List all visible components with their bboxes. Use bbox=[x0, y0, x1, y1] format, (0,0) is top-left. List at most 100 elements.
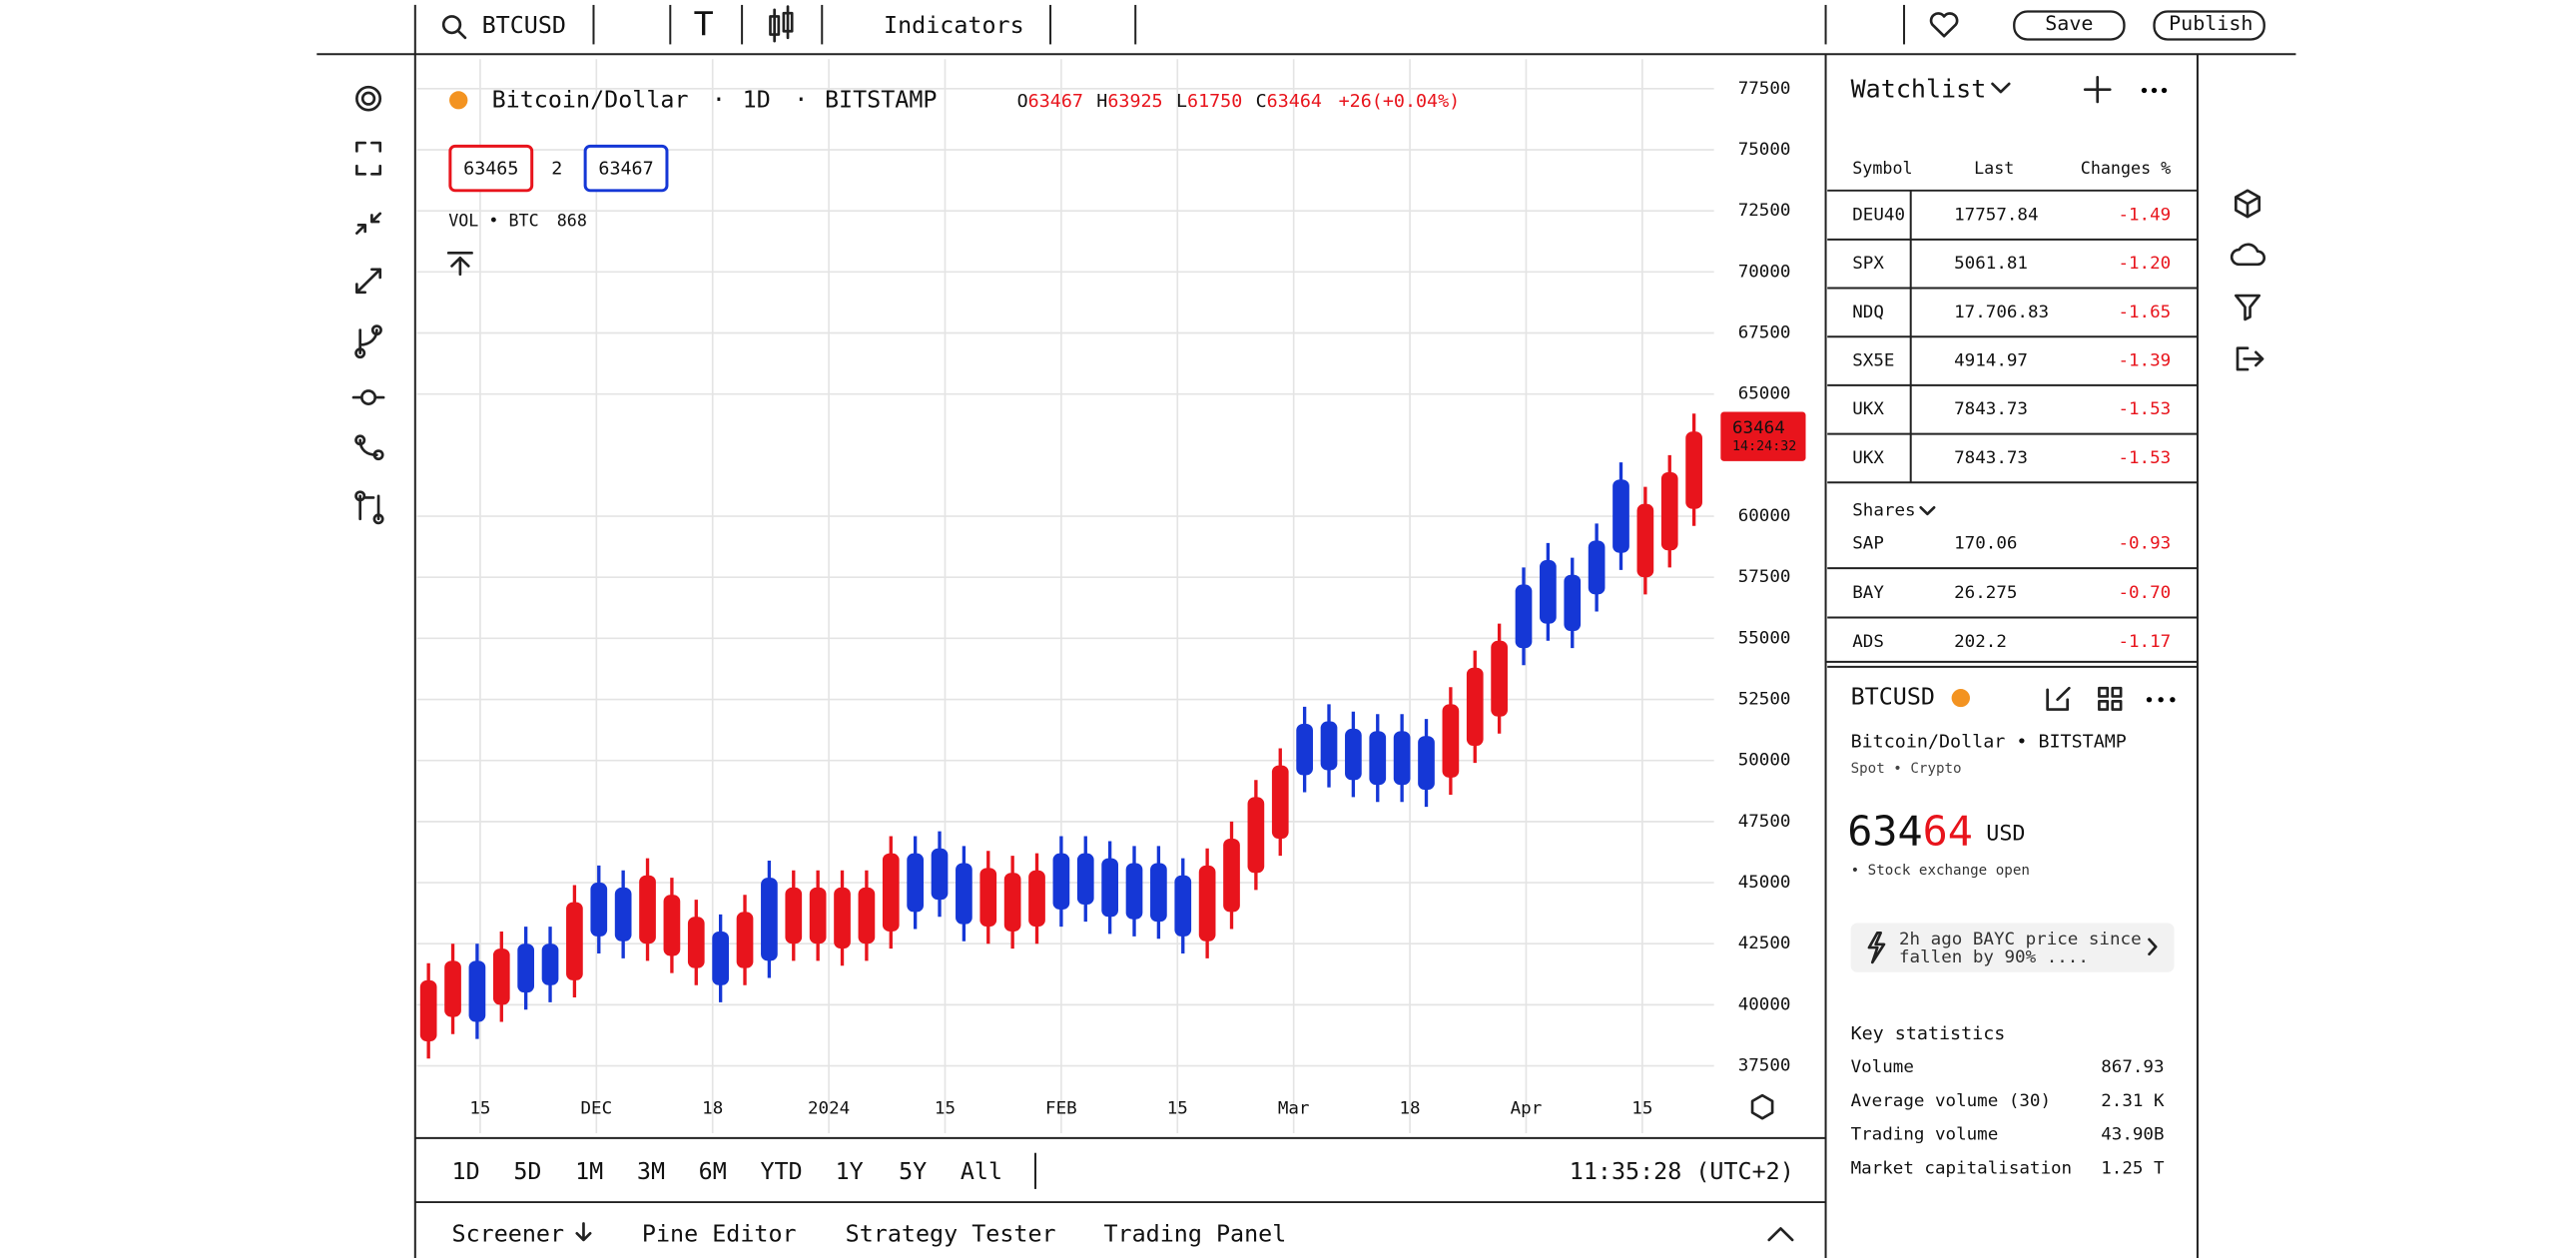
last-cell[interactable]: 202.2 bbox=[1954, 632, 2007, 652]
add-icon[interactable] bbox=[2083, 75, 2112, 104]
logout-icon[interactable] bbox=[2236, 346, 2264, 371]
change-cell[interactable]: -0.70 bbox=[2118, 583, 2171, 603]
x-tick-label: 18 bbox=[1400, 1098, 1421, 1118]
indicators-button[interactable]: Indicators bbox=[884, 12, 1024, 39]
symbol-cell[interactable]: SX5E bbox=[1852, 351, 1894, 371]
chevron-icon[interactable] bbox=[2148, 938, 2158, 956]
candle-body bbox=[712, 931, 730, 985]
timeframe-button[interactable]: 1Y bbox=[836, 1158, 864, 1185]
market-status: • Stock exchange open bbox=[1851, 863, 2030, 879]
ohlc-value: 63925 bbox=[1107, 91, 1162, 112]
watchlist: Watchlist Symbol Last Changes % DEU40 17757.… bbox=[1827, 75, 2198, 668]
timeframe-button[interactable]: YTD bbox=[760, 1158, 802, 1185]
cube-icon[interactable] bbox=[2235, 189, 2261, 219]
expand-tool[interactable] bbox=[355, 268, 382, 295]
last-cell[interactable]: 7843.73 bbox=[1954, 399, 2028, 419]
symbol-cell[interactable]: BAY bbox=[1852, 583, 1884, 603]
last-cell[interactable]: 4914.97 bbox=[1954, 351, 2028, 371]
change-cell[interactable]: -1.53 bbox=[2118, 399, 2171, 419]
buy-button[interactable] bbox=[583, 144, 669, 193]
price-tag-countdown: 14:24:32 bbox=[1732, 439, 1796, 454]
expand-panel[interactable] bbox=[1767, 1227, 1794, 1242]
text-tool[interactable]: T bbox=[694, 5, 714, 44]
change-cell[interactable]: -1.20 bbox=[2118, 254, 2171, 274]
shrink-tool[interactable] bbox=[355, 212, 382, 235]
change-cell[interactable]: -1.17 bbox=[2118, 632, 2171, 652]
volume-value: 868 bbox=[557, 212, 587, 231]
symbol-cell[interactable]: UKX bbox=[1852, 399, 1884, 419]
change-cell[interactable]: -1.53 bbox=[2118, 448, 2171, 468]
candle-type-icon[interactable] bbox=[769, 5, 794, 43]
last-cell[interactable]: 17757.84 bbox=[1954, 206, 2038, 226]
bottom-tab[interactable]: Strategy Tester bbox=[846, 1221, 1056, 1248]
sell-price[interactable]: 63465 bbox=[463, 159, 518, 180]
separator: · bbox=[794, 86, 808, 113]
arrow-down-icon[interactable] bbox=[575, 1222, 592, 1242]
candle-body bbox=[419, 979, 437, 1042]
timeframe-button[interactable]: 5D bbox=[513, 1158, 541, 1185]
favorite-icon[interactable] bbox=[1929, 12, 1959, 38]
dropdown-icon[interactable] bbox=[1919, 505, 1936, 516]
symbol-cell[interactable]: DEU40 bbox=[1852, 206, 1905, 226]
filter-icon[interactable] bbox=[2235, 294, 2261, 321]
change-cell[interactable]: -0.93 bbox=[2118, 534, 2171, 554]
timeframe-button[interactable]: 6M bbox=[699, 1158, 727, 1185]
symbol-cell[interactable]: NDQ bbox=[1852, 303, 1884, 322]
last-cell[interactable]: 5061.81 bbox=[1954, 254, 2028, 274]
news-line[interactable]: 2h ago BAYC price since bbox=[1899, 930, 2142, 949]
last-cell[interactable]: 17.706.83 bbox=[1954, 303, 2049, 322]
shares-label[interactable]: Shares bbox=[1852, 501, 1915, 521]
news-line[interactable]: fallen by 90% .... bbox=[1899, 947, 2089, 967]
collapse-icon[interactable] bbox=[446, 251, 473, 277]
bottom-tab[interactable]: Trading Panel bbox=[1103, 1221, 1286, 1248]
y-tick-label: 55000 bbox=[1738, 628, 1791, 648]
target-tool[interactable] bbox=[355, 85, 382, 112]
symbol-cell[interactable]: ADS bbox=[1852, 632, 1884, 652]
y-tick-label: 72500 bbox=[1738, 201, 1791, 221]
grid-icon[interactable] bbox=[2098, 686, 2123, 711]
last-cell[interactable]: 170.06 bbox=[1954, 534, 2017, 554]
candle-body bbox=[541, 944, 559, 985]
bottom-tab[interactable]: Pine Editor bbox=[642, 1221, 797, 1248]
candle-body bbox=[444, 960, 461, 1017]
change-cell[interactable]: -1.65 bbox=[2118, 303, 2171, 322]
bottom-tab[interactable]: Screener bbox=[452, 1221, 565, 1248]
node-tool[interactable] bbox=[351, 389, 385, 405]
last-cell[interactable]: 26.275 bbox=[1954, 583, 2017, 603]
symbol-cell[interactable]: UKX bbox=[1852, 448, 1884, 468]
symbol-cell[interactable]: SPX bbox=[1852, 254, 1884, 274]
x-tick-label: 15 bbox=[1167, 1098, 1188, 1118]
watchlist-title[interactable]: Watchlist bbox=[1851, 75, 1987, 104]
cloud-icon[interactable] bbox=[2230, 243, 2266, 267]
ohlc-label: O bbox=[1017, 91, 1028, 112]
news-card[interactable] bbox=[1850, 923, 2175, 972]
timeframe-button[interactable]: 3M bbox=[637, 1158, 665, 1185]
save-label[interactable]: Save bbox=[2045, 12, 2093, 35]
x-tick-label: 15 bbox=[935, 1098, 956, 1118]
dropdown-icon[interactable] bbox=[1991, 82, 2011, 94]
settings-icon[interactable] bbox=[1750, 1093, 1774, 1120]
timeframe-button[interactable]: 1D bbox=[452, 1158, 480, 1185]
more-icon[interactable] bbox=[2146, 697, 2176, 703]
publish-button[interactable] bbox=[2153, 10, 2265, 41]
buy-price[interactable]: 63467 bbox=[598, 159, 653, 180]
fullscreen-tool[interactable] bbox=[355, 141, 382, 176]
symbol-cell[interactable]: SAP bbox=[1852, 534, 1884, 554]
change-cell[interactable]: -1.39 bbox=[2118, 351, 2171, 371]
y-tick-label: 42500 bbox=[1738, 934, 1791, 953]
candle-body bbox=[1418, 736, 1435, 791]
change-cell[interactable]: -1.49 bbox=[2118, 206, 2171, 226]
symbol-search[interactable]: BTCUSD bbox=[482, 12, 566, 39]
more-icon[interactable] bbox=[2141, 87, 2168, 94]
x-tick-label: 2024 bbox=[808, 1098, 850, 1118]
edit-icon[interactable] bbox=[2046, 686, 2071, 711]
sell-button[interactable] bbox=[448, 144, 534, 193]
publish-label[interactable]: Publish bbox=[2169, 12, 2253, 35]
timeframe-button[interactable]: All bbox=[961, 1158, 1002, 1185]
candle-body bbox=[1345, 728, 1362, 781]
timeframe-button[interactable]: 5Y bbox=[899, 1158, 927, 1185]
last-cell[interactable]: 7843.73 bbox=[1954, 448, 2028, 468]
timeframe-button[interactable]: 1M bbox=[575, 1158, 603, 1185]
candle-body bbox=[614, 887, 632, 942]
save-button[interactable] bbox=[2013, 10, 2126, 41]
